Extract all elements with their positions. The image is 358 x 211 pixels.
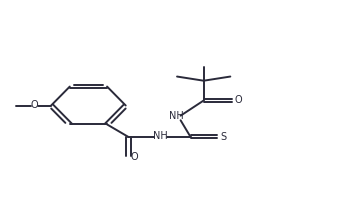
Text: NH: NH <box>153 131 168 141</box>
Text: S: S <box>221 132 227 142</box>
Text: NH: NH <box>169 111 184 121</box>
Text: O: O <box>30 100 38 110</box>
Text: O: O <box>131 152 139 162</box>
Text: O: O <box>235 96 242 106</box>
